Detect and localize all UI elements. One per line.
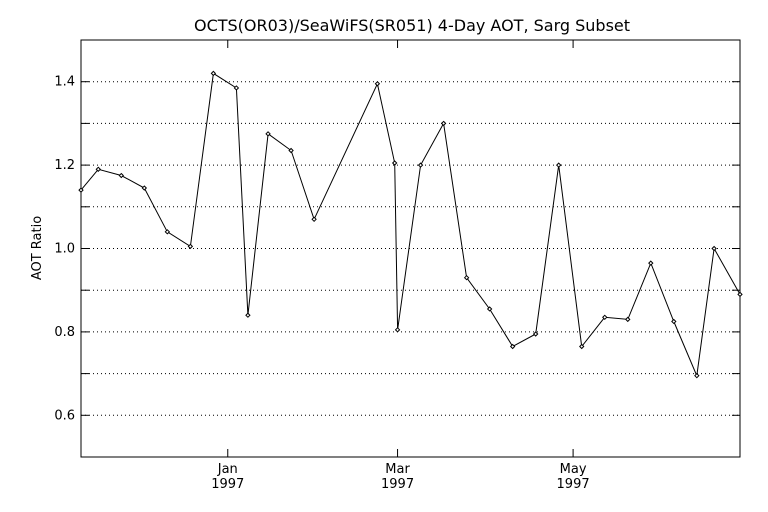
- data-point-7: [233, 85, 240, 91]
- x-tick-label-year: 1997: [381, 477, 414, 492]
- data-point-25: [648, 260, 654, 266]
- y-axis-label: AOT Ratio: [30, 216, 45, 280]
- data-point-3: [141, 185, 148, 191]
- data-point-15: [417, 162, 424, 168]
- data-point-20: [532, 331, 539, 337]
- x-tick-label-month: Mar: [385, 462, 410, 477]
- x-tick-label-year: 1997: [557, 477, 590, 492]
- data-point-6: [210, 70, 217, 77]
- data-point-22: [579, 343, 585, 350]
- data-point-16: [440, 120, 447, 127]
- data-point-29: [737, 291, 743, 298]
- data-point-27: [694, 372, 700, 379]
- data-point-19: [509, 343, 516, 350]
- data-point-8: [245, 312, 251, 318]
- grid-lines: [81, 81, 740, 416]
- data-point-24: [625, 316, 631, 323]
- data-point-4: [164, 229, 171, 235]
- y-tick-label: 1.2: [54, 158, 75, 173]
- data-point-21: [555, 162, 562, 168]
- data-point-26: [671, 318, 677, 325]
- data-points: [78, 70, 743, 379]
- data-point-9: [265, 131, 271, 137]
- data-point-2: [118, 172, 124, 179]
- data-point-13: [391, 160, 398, 166]
- data-point-18: [486, 306, 493, 312]
- y-ticks: 0.6 0.8 1.0 1.2 1.4: [54, 75, 740, 423]
- data-point-23: [602, 314, 608, 321]
- data-point-5: [187, 243, 194, 250]
- y-tick-label: 0.6: [54, 408, 75, 423]
- data-point-1: [95, 166, 101, 172]
- data-point-28: [711, 245, 717, 252]
- chart-title: OCTS(OR03)/SeaWiFS(SR051) 4-Day AOT, Sar…: [194, 16, 630, 35]
- data-point-11: [311, 216, 317, 223]
- data-point-0: [78, 187, 84, 193]
- data-point-10: [288, 147, 294, 154]
- y-tick-label: 1.0: [54, 242, 75, 257]
- data-point-17: [463, 274, 470, 281]
- x-tick-label-month: Jan: [217, 462, 238, 477]
- x-tick-label-month: May: [560, 462, 587, 477]
- data-point-14: [394, 327, 401, 333]
- y-tick-label: 1.4: [54, 75, 75, 90]
- series-line: [80, 72, 741, 378]
- data-point-12: [374, 81, 381, 87]
- x-tick-label-year: 1997: [211, 477, 244, 492]
- y-tick-label: 0.8: [54, 325, 75, 340]
